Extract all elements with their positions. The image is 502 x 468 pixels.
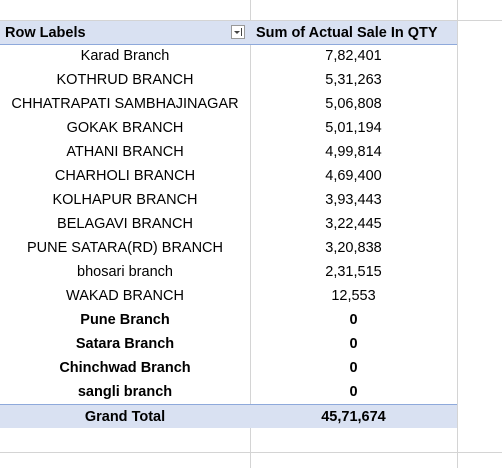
total-value: 45,71,674 <box>321 409 386 425</box>
grid-line <box>457 0 458 468</box>
row-value: 5,31,263 <box>325 72 382 88</box>
row-label: KOLHAPUR BRANCH <box>52 192 198 208</box>
row-label: ATHANI BRANCH <box>66 144 184 160</box>
row-value: 3,20,838 <box>325 240 382 256</box>
row-value: 0 <box>349 360 358 376</box>
row-label: CHARHOLI BRANCH <box>54 168 196 184</box>
row-label: KOTHRUD BRANCH <box>56 72 194 88</box>
row-label: CHHATRAPATI SAMBHAJINAGAR <box>11 96 239 112</box>
row-value: 0 <box>349 384 358 400</box>
row-label: Chinchwad Branch <box>59 360 191 376</box>
row-value: 7,82,401 <box>325 48 382 64</box>
row-value: 3,22,445 <box>325 216 382 232</box>
total-label: Grand Total <box>84 409 166 425</box>
row-label: BELAGAVI BRANCH <box>57 216 193 232</box>
header-cell: Row Labels <box>5 25 86 41</box>
total-band <box>0 404 457 428</box>
row-value: 2,31,515 <box>325 264 382 280</box>
row-label: Satara Branch <box>75 336 175 352</box>
row-value: 4,99,814 <box>325 144 382 160</box>
row-value: 12,553 <box>331 288 376 304</box>
row-value: 0 <box>349 336 358 352</box>
filter-icon <box>234 28 242 36</box>
grid-line <box>0 20 502 21</box>
row-label: GOKAK BRANCH <box>66 120 184 136</box>
row-label: sangli branch <box>77 384 173 400</box>
row-label: Pune Branch <box>80 312 170 328</box>
row-value: 3,93,443 <box>325 192 382 208</box>
row-value: 0 <box>349 312 358 328</box>
header-band <box>0 21 457 45</box>
row-value: 5,01,194 <box>325 120 382 136</box>
grid-line <box>250 0 251 468</box>
row-label: PUNE SATARA(RD) BRANCH <box>26 240 224 256</box>
grid-line <box>0 452 502 453</box>
header-cell: Sum of Actual Sale In QTY <box>256 25 438 41</box>
row-label: WAKAD BRANCH <box>66 288 184 304</box>
row-value: 4,69,400 <box>325 168 382 184</box>
row-value: 5,06,808 <box>325 96 382 112</box>
filter-button[interactable] <box>231 25 245 39</box>
row-label: bhosari branch <box>77 264 173 280</box>
row-label: Karad Branch <box>80 48 170 64</box>
